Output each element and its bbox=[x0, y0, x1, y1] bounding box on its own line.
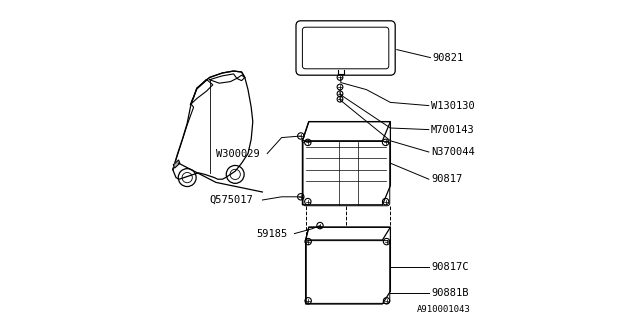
Text: A910001043: A910001043 bbox=[417, 305, 470, 314]
Text: Q575017: Q575017 bbox=[210, 195, 253, 205]
Polygon shape bbox=[173, 160, 180, 168]
Text: 90817: 90817 bbox=[431, 174, 462, 184]
Text: N370044: N370044 bbox=[431, 147, 475, 157]
Text: W300029: W300029 bbox=[216, 148, 260, 159]
Text: 59185: 59185 bbox=[256, 228, 287, 239]
Text: W130130: W130130 bbox=[431, 100, 475, 111]
Text: 90821: 90821 bbox=[433, 52, 464, 63]
Text: M700143: M700143 bbox=[431, 124, 475, 135]
Text: 90881B: 90881B bbox=[431, 288, 468, 298]
Text: 90817C: 90817C bbox=[431, 262, 468, 272]
